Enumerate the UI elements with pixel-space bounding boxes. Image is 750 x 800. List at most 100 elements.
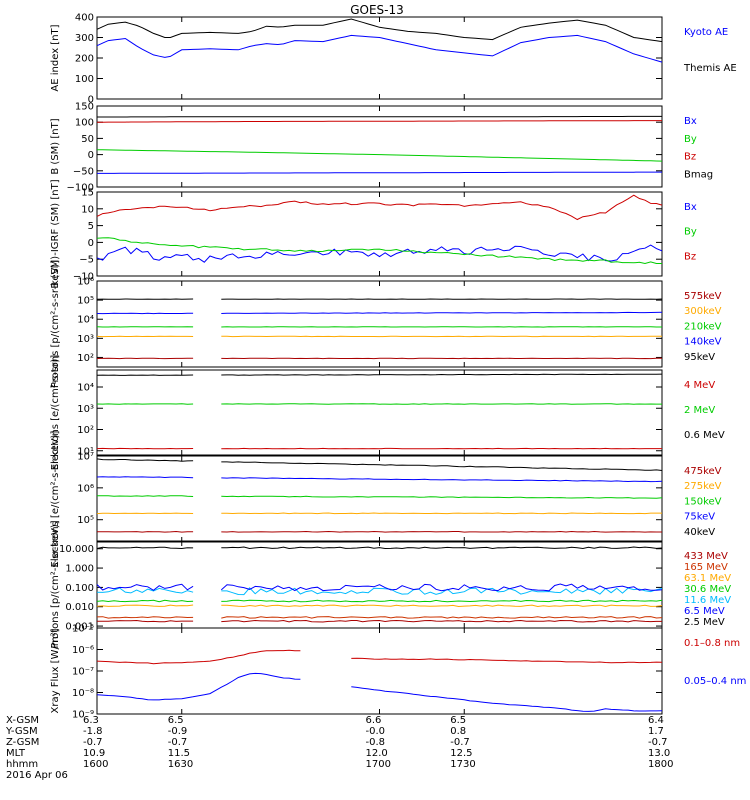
legend-label: 40keV	[684, 527, 715, 538]
y-tick-label: 10³	[77, 404, 94, 415]
panel-electrons_kev: 10⁵ 10⁶ 10⁷ Electrons [e/(cm²-s-sr-keV)] 475…	[50, 430, 722, 567]
legend-label: 475keV	[684, 466, 722, 477]
panel-protons_low: 10² 10³ 10⁴ 10⁵ 10⁶ Protons [p/(cm²-s-sr-keV)…	[50, 260, 722, 388]
footer-value: -0.7	[648, 737, 668, 748]
series-line-electrons_kev-0	[221, 530, 662, 533]
legend-label: 300keV	[684, 306, 722, 317]
panel-frame	[96, 280, 663, 368]
y-tick-label: 10.000	[59, 544, 94, 555]
series-line-bigrf-2	[96, 194, 663, 221]
series-line-electrons_mev-2	[221, 373, 663, 376]
series-line-ae-1	[96, 18, 663, 43]
series-line-electrons_kev-3	[96, 476, 194, 479]
footer-value: -0.0	[365, 726, 386, 737]
footer-value: 1700	[365, 759, 391, 770]
legend-label: 2 MeV	[684, 405, 715, 416]
footer-value: -0.7	[83, 737, 103, 748]
y-tick-label: −10	[73, 272, 94, 283]
series-line-xray-0	[96, 649, 301, 665]
y-tick-label: 150	[75, 102, 94, 113]
y-tick-label: 10⁷	[77, 452, 94, 463]
legend-label: Bx	[684, 116, 697, 127]
panel-frame	[96, 627, 663, 715]
series-line-protons_mev-2	[221, 604, 663, 608]
footer-value: 12.0	[365, 748, 388, 759]
panel-ae: 0 100 200 300 400 AE index [nT] Kyoto AE Themis…	[50, 13, 737, 106]
footer-value: -0.7	[167, 737, 188, 748]
series-line-protons_mev-3	[96, 599, 194, 603]
series-line-protons_mev-5	[220, 583, 663, 592]
y-tick-label: 10⁻⁹	[72, 710, 94, 721]
y-tick-label: −100	[67, 183, 94, 194]
y-tick-label: 10⁴	[77, 315, 94, 326]
y-tick-label: 5	[88, 221, 94, 232]
y-tick-label: 10¹	[77, 446, 94, 457]
y-tick-label: 10⁵	[77, 296, 94, 307]
y-axis-label: B (SM) [nT]	[50, 118, 61, 174]
y-axis-label: Protons [p/(cm²-s-sr-keV)]	[50, 520, 61, 648]
y-tick-label: 10⁻⁷	[72, 667, 94, 678]
legend-label: 2.5 MeV	[684, 617, 725, 628]
panel-bsm: −100 −50 0 50 100 150 B (SM) [nT] Bx By Bz Bmag	[50, 102, 713, 194]
y-tick-label: 15	[81, 188, 94, 199]
footer-value: -0.8	[365, 737, 386, 748]
footer-row-label: Z-GSM	[6, 737, 40, 748]
y-tick-label: 0	[88, 150, 94, 161]
y-tick-label: 10²	[77, 353, 94, 364]
y-axis-label: AE index [nT]	[50, 24, 61, 91]
footer-value: 1800	[648, 759, 674, 770]
footer-value: 6.5	[167, 715, 184, 726]
y-tick-label: 10⁴	[77, 383, 94, 394]
series-line-ae-0	[96, 34, 663, 63]
legend-label: 140keV	[684, 337, 722, 348]
footer-row-label: X-GSM	[6, 715, 40, 726]
legend-label: 30.6 MeV	[684, 584, 731, 595]
y-tick-label: 10⁵	[77, 515, 94, 526]
series-line-bsm-2	[97, 120, 662, 123]
series-line-electrons_kev-4	[221, 461, 663, 471]
y-axis-label: Electrons [e/(cm²-s-sr-keV)]	[50, 430, 61, 567]
legend-label: 575keV	[684, 291, 722, 302]
legend-label: 95keV	[684, 352, 715, 363]
series-line-protons_mev-1	[221, 616, 663, 619]
y-tick-label: −50	[73, 166, 94, 177]
legend-label: 75keV	[684, 512, 715, 523]
legend-label: 0.1–0.8 nm	[684, 638, 740, 649]
footer-value: -0.9	[167, 726, 188, 737]
footer-row-label: Y-GSM	[6, 726, 38, 737]
panel-electrons_mev: 10¹ 10² 10³ 10⁴ Electrons [e/(cm²-s-sr)] 4 Me…	[50, 355, 725, 471]
legend-label: 275keV	[684, 481, 722, 492]
footer-value: 1600	[83, 759, 109, 770]
footer-value: 6.6	[365, 715, 382, 726]
series-line-electrons_kev-3	[221, 477, 663, 483]
y-axis-label: B (SM)-IGRF (SM) [nT]	[50, 179, 61, 288]
y-tick-label: 300	[75, 33, 94, 44]
y-tick-label: 10²	[77, 425, 94, 436]
series-line-protons_mev-0	[221, 619, 662, 623]
y-tick-label: 50	[81, 134, 94, 145]
footer-value: 11.5	[167, 748, 191, 759]
legend-label: 4 MeV	[684, 380, 715, 391]
series-line-protons_mev-0	[97, 619, 194, 623]
series-line-electrons_kev-2	[221, 495, 663, 499]
y-tick-label: 0.100	[65, 583, 94, 594]
legend-label: 150keV	[684, 496, 722, 507]
legend-label: Bz	[684, 152, 696, 163]
y-tick-label: 0	[88, 95, 94, 106]
y-tick-label: 10⁶	[77, 483, 94, 494]
chart-title: GOES-13	[350, 3, 404, 17]
series-line-protons_mev-4	[96, 587, 194, 594]
series-line-xray-0	[351, 657, 663, 664]
legend-label: Kyoto AE	[684, 27, 728, 38]
panel-xray: 10⁻⁹ 10⁻⁸ 10⁻⁷ 10⁻⁶ 10⁻⁵ Xray Flux [W/m²] 0.1–…	[50, 624, 746, 721]
footer-value: 1.7	[648, 726, 664, 737]
footer-value: 12.5	[450, 748, 473, 759]
series-line-protons_mev-5	[96, 583, 194, 591]
footer-value: 1630	[167, 759, 194, 770]
y-tick-label: 100	[75, 118, 94, 129]
legend-label: By	[684, 227, 697, 238]
y-tick-label: 10	[81, 204, 94, 215]
footer-value: 13.0	[648, 748, 671, 759]
